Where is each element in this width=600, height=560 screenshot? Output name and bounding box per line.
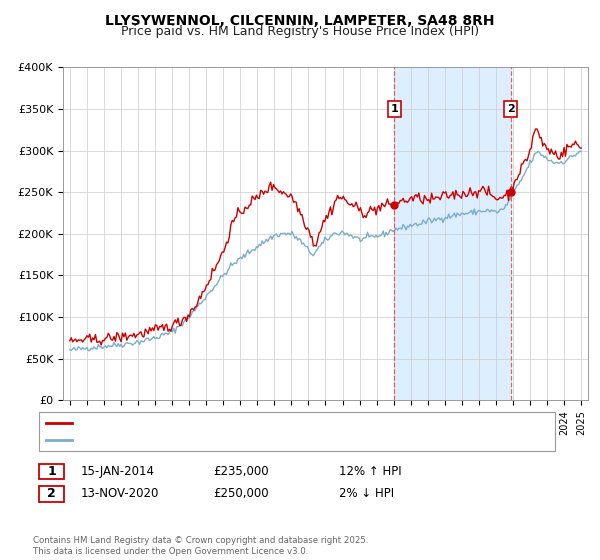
Text: 1: 1 [391, 104, 398, 114]
Text: LLYSYWENNOL, CILCENNIN, LAMPETER, SA48 8RH: LLYSYWENNOL, CILCENNIN, LAMPETER, SA48 8… [105, 14, 495, 28]
Text: 12% ↑ HPI: 12% ↑ HPI [339, 465, 401, 478]
Text: LLYSYWENNOL, CILCENNIN, LAMPETER, SA48 8RH (detached house): LLYSYWENNOL, CILCENNIN, LAMPETER, SA48 8… [77, 418, 430, 428]
Text: 1: 1 [47, 465, 56, 478]
Text: HPI: Average price, detached house, Ceredigion: HPI: Average price, detached house, Cere… [77, 435, 326, 445]
Bar [394, 67, 511, 400]
Text: 2% ↓ HPI: 2% ↓ HPI [339, 487, 394, 501]
Text: 2: 2 [507, 104, 515, 114]
Text: 2: 2 [47, 487, 56, 501]
Text: £235,000: £235,000 [213, 465, 269, 478]
Text: Contains HM Land Registry data © Crown copyright and database right 2025.
This d: Contains HM Land Registry data © Crown c… [33, 536, 368, 556]
Text: 15-JAN-2014: 15-JAN-2014 [81, 465, 155, 478]
Text: 13-NOV-2020: 13-NOV-2020 [81, 487, 160, 501]
Text: Price paid vs. HM Land Registry's House Price Index (HPI): Price paid vs. HM Land Registry's House … [121, 25, 479, 38]
Text: £250,000: £250,000 [213, 487, 269, 501]
